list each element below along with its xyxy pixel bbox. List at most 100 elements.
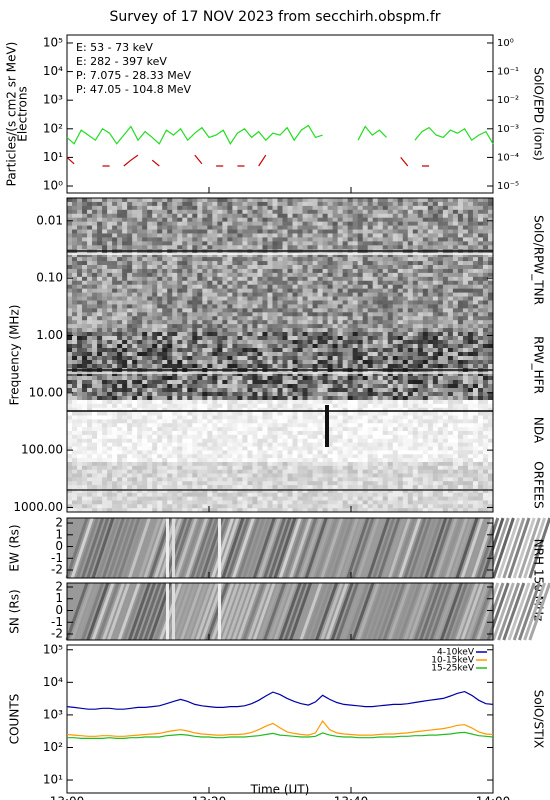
spectrogram-cell xyxy=(347,209,354,215)
spectrogram-cell xyxy=(407,364,414,369)
spectrogram-cell xyxy=(467,265,474,270)
spectrogram-cell xyxy=(427,304,434,309)
spectrogram-cell xyxy=(107,292,113,298)
spectrogram-cell xyxy=(152,411,158,416)
spectrogram-cell xyxy=(337,272,344,278)
spectrogram-cell xyxy=(177,364,183,369)
spectrogram-cell xyxy=(212,328,218,333)
spectrogram-cell xyxy=(167,340,173,345)
spectrogram-cell xyxy=(157,403,163,409)
spectrogram-cell xyxy=(82,340,88,345)
spectrogram-cell xyxy=(452,272,459,278)
spectrogram-cell xyxy=(167,312,173,317)
y-axis-label: Particles/(s cm2 sr MeV) xyxy=(5,42,19,187)
spectrogram-cell xyxy=(472,257,479,262)
spectrogram-cell xyxy=(82,396,88,401)
spectrogram-cell xyxy=(152,438,158,444)
spectrogram-cell xyxy=(352,340,359,345)
spectrogram-cell xyxy=(167,438,173,444)
spectrogram-cell xyxy=(452,276,459,282)
spectrogram-cell xyxy=(482,217,489,223)
spectrogram-cell xyxy=(442,276,449,282)
spectrogram-cell xyxy=(232,454,238,459)
spectrogram-cell xyxy=(202,205,208,211)
spectrogram-cell xyxy=(197,312,203,317)
spectrogram-cell xyxy=(372,268,379,274)
spectrogram-cell xyxy=(327,332,334,337)
spectrogram-cell xyxy=(357,308,364,313)
spectrogram-cell xyxy=(227,396,233,401)
spectrogram-cell xyxy=(337,304,344,309)
spectrogram-cell xyxy=(92,296,98,301)
spectrogram-cell xyxy=(472,276,479,282)
spectrogram-cell xyxy=(67,201,73,207)
spectrogram-cell xyxy=(317,201,324,207)
spectrogram-cell xyxy=(427,348,434,353)
spectrogram-cell xyxy=(302,316,309,321)
spectrogram-cell xyxy=(192,438,198,444)
spectrogram-cell xyxy=(262,237,268,242)
spectrogram-cell xyxy=(477,225,484,231)
spectrogram-cell xyxy=(112,217,118,223)
spectrogram-cell xyxy=(242,446,248,451)
spectrogram-cell xyxy=(187,268,193,274)
spectrogram-cell xyxy=(372,376,379,381)
spectrogram-cell xyxy=(342,396,349,401)
spectrogram-cell xyxy=(72,336,78,341)
spectrogram-cell xyxy=(87,209,93,215)
spectrogram-cell xyxy=(237,328,243,333)
spectrogram-cell xyxy=(262,209,268,215)
spectrogram-cell xyxy=(142,364,148,369)
spectrogram-cell xyxy=(367,221,374,227)
spectrogram-cell xyxy=(432,324,439,329)
spectrogram-cell xyxy=(442,328,449,333)
spectrogram-cell xyxy=(237,360,243,365)
spectrogram-cell xyxy=(352,233,359,238)
spectrogram-cell xyxy=(257,217,263,223)
spectrogram-cell xyxy=(197,431,203,436)
spectrogram-cell xyxy=(102,396,108,401)
spectrogram-cell xyxy=(207,400,213,405)
spectrogram-cell xyxy=(482,320,489,325)
spectrogram-cell xyxy=(392,300,399,305)
spectrogram-cell xyxy=(237,265,243,270)
spectrogram-cell xyxy=(142,454,148,459)
spectrogram-cell xyxy=(82,225,88,231)
spectrogram-cell xyxy=(457,308,464,313)
spectrogram-cell xyxy=(227,372,233,377)
spectrogram-cell xyxy=(417,292,424,298)
spectrogram-cell xyxy=(82,205,88,211)
spectrogram-cell xyxy=(232,213,238,219)
spectrogram-cell xyxy=(167,225,173,231)
spectrogram-cell xyxy=(237,392,243,397)
spectrogram-cell xyxy=(267,257,273,262)
spectrogram-cell xyxy=(357,380,364,385)
spectrogram-cell xyxy=(362,336,369,341)
spectrogram-cell xyxy=(242,427,248,432)
spectrogram-cell xyxy=(372,276,379,282)
spectrogram-cell xyxy=(347,392,354,397)
spectrogram-cell xyxy=(187,446,193,451)
spectrogram-cell xyxy=(422,352,429,357)
spectrogram-cell xyxy=(342,336,349,341)
spectrogram-cell xyxy=(437,364,444,369)
spectrogram-cell xyxy=(72,380,78,385)
spectrogram-cell xyxy=(257,434,263,440)
spectrogram-cell xyxy=(137,400,143,405)
spectrogram-cell xyxy=(397,312,404,317)
spectrogram-cell xyxy=(447,241,454,246)
spectrogram-cell xyxy=(212,423,218,428)
spectrogram-cell xyxy=(242,276,248,282)
spectrogram-cell xyxy=(247,438,253,444)
spectrogram-cell xyxy=(252,237,258,242)
spectrogram-cell xyxy=(142,423,148,428)
spectrogram-cell xyxy=(162,265,168,270)
spectrogram-cell xyxy=(232,288,238,294)
spectrogram-cell xyxy=(87,253,93,258)
spectrogram-cell xyxy=(472,352,479,357)
spectrogram-cell xyxy=(192,280,198,286)
spectrogram-cell xyxy=(227,288,233,294)
spectrogram-cell xyxy=(137,372,143,377)
spectrogram-cell xyxy=(187,415,193,420)
spectrogram-cell xyxy=(147,276,153,282)
